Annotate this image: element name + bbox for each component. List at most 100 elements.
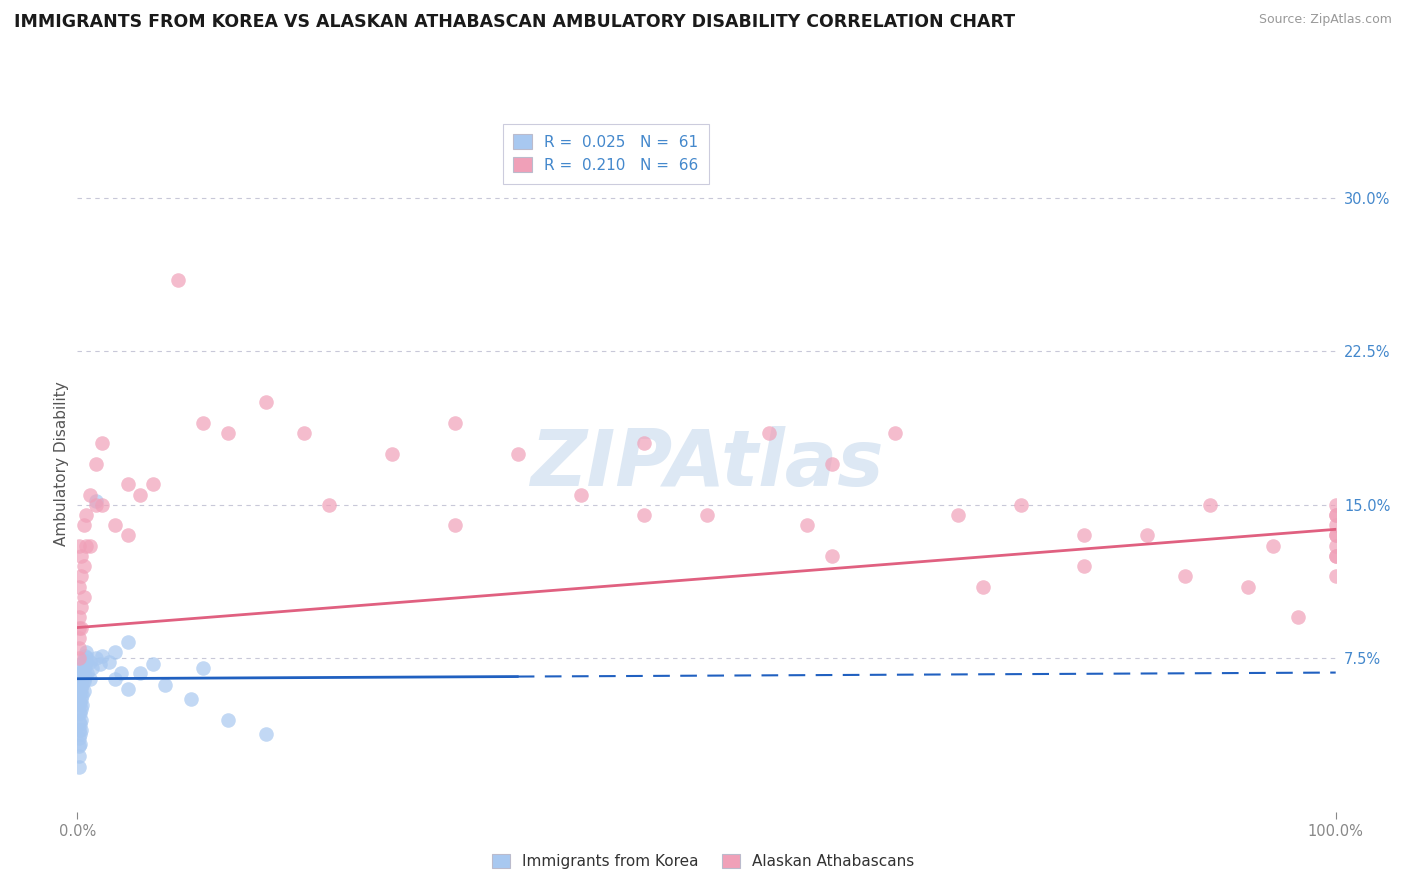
Point: [76, 665, 98, 680]
Point: [67, 714, 90, 729]
Point: [1324, 539, 1347, 553]
Point: [69, 727, 91, 741]
Point: [70, 702, 93, 716]
Point: [67, 696, 90, 710]
Point: [142, 657, 165, 672]
Point: [1261, 539, 1284, 553]
Point: [72, 684, 94, 698]
Point: [1174, 569, 1197, 583]
Point: [67, 706, 90, 721]
Point: [142, 477, 165, 491]
Point: [89, 657, 111, 672]
Point: [91, 436, 114, 450]
Point: [292, 426, 315, 441]
Point: [79, 672, 101, 686]
Point: [70, 681, 93, 696]
Text: Source: ZipAtlas.com: Source: ZipAtlas.com: [1258, 13, 1392, 27]
Point: [67, 580, 90, 594]
Point: [1236, 580, 1258, 594]
Point: [1324, 549, 1347, 563]
Point: [1324, 498, 1347, 512]
Point: [104, 672, 127, 686]
Point: [84, 498, 107, 512]
Point: [821, 457, 844, 471]
Point: [67, 631, 90, 645]
Point: [217, 713, 239, 727]
Point: [79, 539, 101, 553]
Point: [70, 569, 93, 583]
Point: [1324, 528, 1347, 542]
Point: [104, 645, 127, 659]
Point: [129, 665, 152, 680]
Point: [73, 670, 96, 684]
Point: [73, 659, 96, 673]
Point: [1010, 498, 1032, 512]
Point: [72, 590, 94, 604]
Point: [1286, 610, 1309, 624]
Point: [254, 395, 277, 409]
Point: [79, 656, 101, 670]
Point: [972, 580, 994, 594]
Point: [1324, 528, 1347, 542]
Point: [1324, 508, 1347, 522]
Point: [506, 447, 529, 461]
Point: [70, 621, 93, 635]
Point: [69, 665, 91, 680]
Point: [796, 518, 818, 533]
Point: [444, 416, 467, 430]
Point: [67, 610, 90, 624]
Point: [75, 645, 97, 659]
Point: [1324, 549, 1347, 563]
Point: [1198, 498, 1220, 512]
Point: [110, 665, 132, 680]
Point: [76, 651, 98, 665]
Point: [69, 675, 91, 690]
Point: [70, 723, 93, 737]
Point: [97, 656, 120, 670]
Point: [117, 635, 139, 649]
Point: [1073, 559, 1095, 574]
Point: [70, 713, 93, 727]
Point: [69, 737, 91, 751]
Point: [67, 539, 90, 553]
Point: [82, 661, 104, 675]
Point: [117, 528, 139, 542]
Legend: R =  0.025   N =  61, R =  0.210   N =  66: R = 0.025 N = 61, R = 0.210 N = 66: [503, 124, 709, 184]
Point: [67, 760, 90, 774]
Point: [69, 686, 91, 700]
Point: [91, 498, 114, 512]
Point: [69, 706, 91, 721]
Point: [1136, 528, 1159, 542]
Point: [129, 487, 152, 501]
Point: [84, 457, 107, 471]
Point: [67, 749, 90, 764]
Point: [84, 651, 107, 665]
Point: [191, 416, 215, 430]
Point: [117, 681, 139, 696]
Point: [72, 653, 94, 667]
Point: [70, 661, 93, 675]
Point: [104, 518, 127, 533]
Point: [67, 640, 90, 655]
Point: [72, 657, 94, 672]
Point: [67, 688, 90, 702]
Point: [84, 493, 107, 508]
Point: [67, 723, 90, 737]
Point: [318, 498, 340, 512]
Point: [444, 518, 467, 533]
Point: [72, 678, 94, 692]
Point: [67, 731, 90, 745]
Point: [72, 698, 94, 713]
Point: [72, 688, 94, 702]
Point: [1324, 508, 1347, 522]
Point: [1073, 528, 1095, 542]
Point: [1324, 518, 1347, 533]
Point: [67, 678, 90, 692]
Point: [72, 518, 94, 533]
Y-axis label: Ambulatory Disability: Ambulatory Disability: [53, 382, 69, 546]
Point: [67, 739, 90, 754]
Point: [381, 447, 404, 461]
Point: [884, 426, 907, 441]
Point: [1324, 569, 1347, 583]
Text: IMMIGRANTS FROM KOREA VS ALASKAN ATHABASCAN AMBULATORY DISABILITY CORRELATION CH: IMMIGRANTS FROM KOREA VS ALASKAN ATHABAS…: [14, 13, 1015, 31]
